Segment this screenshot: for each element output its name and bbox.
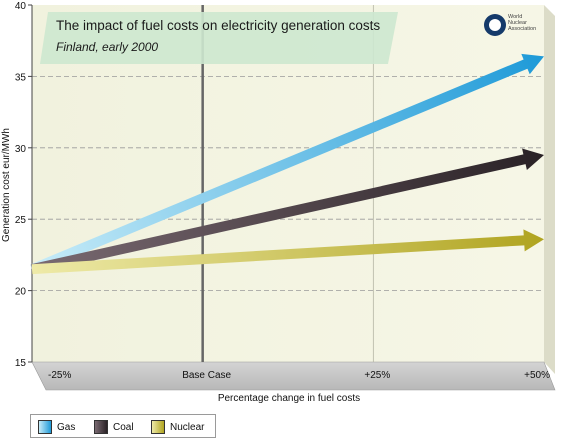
x-tick-label: +50% <box>524 370 550 381</box>
series-arrow-coal <box>30 148 544 275</box>
title-box <box>40 12 398 64</box>
x-tick-label: +25% <box>364 370 390 381</box>
y-tick-label: 20 <box>15 287 27 298</box>
series-arrow-nuclear <box>31 229 544 275</box>
x-axis-label: Percentage change in fuel costs <box>218 393 360 404</box>
plot-area <box>32 5 544 362</box>
legend: Gas Coal Nuclear <box>30 414 216 438</box>
legend-swatch-gas <box>38 420 52 434</box>
chart-subtitle: Finland, early 2000 <box>56 40 158 54</box>
y-tick-label: 25 <box>15 215 27 226</box>
chart-title: The impact of fuel costs on electricity … <box>56 18 380 33</box>
legend-item-nuclear: Nuclear <box>151 418 204 436</box>
floor <box>31 361 556 391</box>
y-tick-label: 40 <box>15 1 27 12</box>
series-nuclear <box>31 229 544 275</box>
legend-item-gas: Gas <box>38 418 75 436</box>
legend-swatch-coal <box>94 420 108 434</box>
x-tick-label: Base Case <box>182 370 231 381</box>
y-tick-label: 35 <box>15 72 27 83</box>
y-tick-label: 15 <box>15 358 27 369</box>
series-arrow-gas <box>30 53 544 274</box>
y-axis-label: Generation cost eur/MWh <box>1 128 12 242</box>
legend-label-gas: Gas <box>57 421 76 433</box>
legend-label-coal: Coal <box>113 421 134 433</box>
legend-swatch-nuclear <box>151 420 165 434</box>
legend-item-coal: Coal <box>94 418 134 436</box>
series-gas <box>30 53 544 274</box>
logo: World Nuclear Association <box>484 12 544 42</box>
x-tick-label: -25% <box>48 370 71 381</box>
legend-label-nuclear: Nuclear <box>170 421 205 433</box>
logo-globe-icon <box>484 14 506 36</box>
logo-text: World Nuclear Association <box>508 14 537 32</box>
y-tick-label: 30 <box>15 144 27 155</box>
series-coal <box>30 148 544 275</box>
back-wall <box>544 5 555 374</box>
